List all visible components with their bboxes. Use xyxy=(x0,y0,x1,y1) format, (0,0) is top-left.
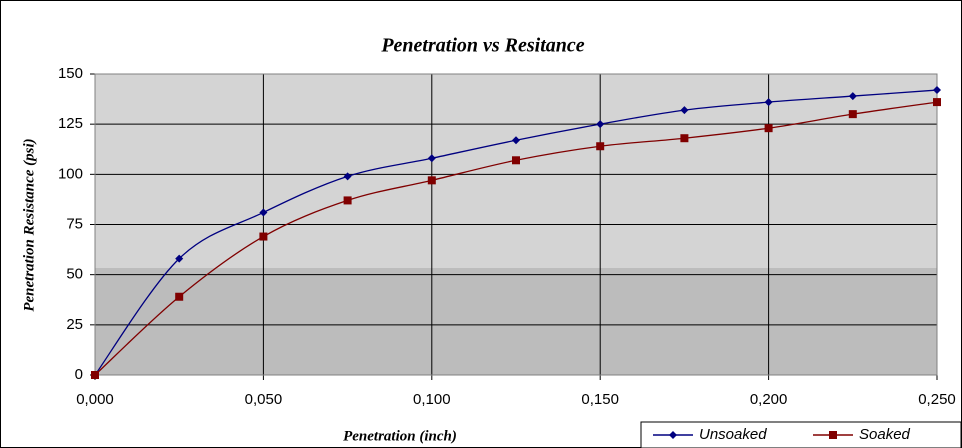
marker xyxy=(91,371,99,379)
y-tick-label: 25 xyxy=(66,316,83,333)
series-line xyxy=(94,89,938,376)
marker xyxy=(175,254,184,263)
marker xyxy=(680,134,689,143)
marker xyxy=(512,136,520,145)
y-tick-label: 75 xyxy=(66,215,83,232)
y-tick-label: 125 xyxy=(58,115,83,132)
plot-background xyxy=(95,268,937,375)
marker xyxy=(175,292,184,301)
x-tick-label: 0,000 xyxy=(76,391,114,408)
plot-border xyxy=(94,73,938,376)
marker xyxy=(829,431,837,439)
marker xyxy=(848,110,857,119)
y-tick-label: 0 xyxy=(75,366,83,383)
y-tick-label: 100 xyxy=(58,165,83,182)
marker xyxy=(343,196,352,205)
marker xyxy=(680,106,689,115)
marker xyxy=(848,92,857,101)
x-axis-label: Penetration (inch) xyxy=(343,428,457,444)
marker xyxy=(343,172,352,181)
marker xyxy=(764,98,773,107)
y-tick-label: 50 xyxy=(66,266,83,283)
marker xyxy=(669,431,677,439)
marker xyxy=(427,154,436,163)
legend: Unsoaked Soaked xyxy=(640,421,962,448)
x-tick-label: 0,250 xyxy=(918,391,956,408)
marker xyxy=(933,86,941,95)
marker xyxy=(764,124,773,133)
x-tick-label: 0,200 xyxy=(750,391,788,408)
marker xyxy=(259,208,268,217)
marker xyxy=(596,142,605,151)
x-tick-label: 0,150 xyxy=(581,391,619,408)
y-axis-label: Penetration Resistance (psi) xyxy=(21,138,37,311)
chart-title: Penetration vs Resitance xyxy=(380,35,584,57)
x-tick-label: 0,100 xyxy=(413,391,451,408)
legend-box xyxy=(640,421,962,448)
marker xyxy=(259,232,268,241)
marker xyxy=(596,120,605,129)
x-tick-label: 0,050 xyxy=(245,391,283,408)
marker xyxy=(512,156,520,165)
marker xyxy=(427,176,436,185)
legend-label: Unsoaked xyxy=(699,426,767,443)
plot-background xyxy=(95,74,937,268)
y-tick-label: 150 xyxy=(58,65,83,82)
legend-label: Soaked xyxy=(859,426,911,443)
marker xyxy=(933,98,941,107)
